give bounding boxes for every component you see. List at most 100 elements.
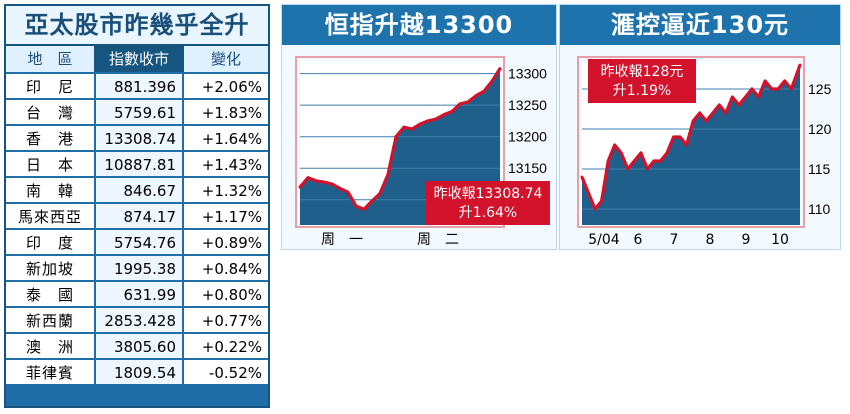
data-point	[626, 167, 630, 171]
annotation-box	[426, 181, 550, 225]
y-tick-label: 13200	[508, 129, 547, 145]
header-close: 指數收市	[96, 46, 184, 72]
close-cell: 10887.81	[96, 152, 184, 176]
data-point	[322, 180, 326, 184]
data-point	[593, 207, 597, 211]
data-point	[362, 207, 366, 211]
data-point	[606, 159, 610, 163]
annotation-box	[588, 59, 696, 103]
data-point	[659, 159, 662, 163]
data-point	[442, 113, 446, 117]
hsi-chart-title: 恒指升越13300	[282, 5, 556, 45]
data-point	[306, 176, 310, 180]
table-header-row: 地 區 指數收市 變化	[6, 46, 268, 72]
data-point	[466, 100, 470, 104]
region-cell: 菲律賓	[6, 360, 96, 384]
data-point	[600, 199, 604, 203]
x-tick-label: 6	[634, 232, 643, 248]
data-point	[619, 151, 623, 155]
data-point	[798, 63, 802, 67]
table-row: 泰 國 631.99 +0.80%	[6, 280, 268, 306]
data-point	[474, 94, 478, 98]
data-point	[580, 175, 584, 179]
data-point	[338, 187, 342, 190]
y-tick-label: 115	[808, 161, 831, 177]
data-point	[789, 87, 793, 91]
change-cell: +0.77%	[184, 308, 268, 332]
table-row: 印 度 5754.76 +0.89%	[6, 228, 268, 254]
x-tick-label: 8	[706, 232, 715, 248]
table-row: 台 灣 5759.61 +1.83%	[6, 98, 268, 124]
change-cell: +2.06%	[184, 74, 268, 98]
data-point	[646, 167, 649, 171]
y-tick-label: 120	[808, 121, 832, 137]
data-point	[298, 185, 302, 189]
x-tick-label: 周 一	[321, 232, 363, 248]
data-point	[587, 191, 590, 195]
close-cell: 846.67	[96, 178, 184, 202]
table-row: 新西蘭 2853.428 +0.77%	[6, 306, 268, 332]
data-point	[370, 199, 374, 203]
table-row: 菲律賓 1809.54 -0.52%	[6, 358, 268, 384]
data-point	[665, 151, 669, 155]
data-point	[652, 159, 656, 163]
asia-markets-table: 亞太股市昨幾乎全升 地 區 指數收市 變化 印 尼 881.396 +2.06% 台 …	[4, 4, 270, 408]
data-point	[330, 182, 334, 186]
data-point	[402, 125, 406, 129]
data-point	[386, 173, 390, 176]
header-region: 地 區	[6, 46, 96, 72]
data-point	[378, 192, 382, 195]
change-cell: -0.52%	[184, 360, 268, 384]
close-cell: 1995.38	[96, 256, 184, 280]
data-point	[757, 95, 760, 99]
close-cell: 5754.76	[96, 230, 184, 254]
data-point	[704, 119, 708, 123]
data-point	[763, 79, 767, 83]
table-title: 亞太股市昨幾乎全升	[6, 6, 268, 46]
series-line	[580, 64, 802, 211]
data-point	[314, 179, 318, 183]
data-point	[498, 67, 502, 70]
area-fill	[582, 65, 800, 225]
data-point	[632, 159, 636, 163]
close-cell: 13308.74	[96, 126, 184, 150]
region-cell: 新西蘭	[6, 308, 96, 332]
x-tick-label: 5/04	[588, 232, 620, 248]
annotation-text: 升1.19%	[613, 83, 671, 99]
hsbc-chart-title: 滙控逼近130元	[560, 5, 840, 45]
data-point	[434, 117, 438, 121]
data-point	[410, 127, 414, 131]
hsi-chart-panel: 恒指升越13300 1310013150132001325013300周 一周 …	[281, 4, 557, 250]
hsi-chart: 1310013150132001325013300周 一周 二昨收報13308.…	[295, 56, 550, 248]
table-row: 南 韓 846.67 +1.32%	[6, 176, 268, 202]
data-point	[717, 103, 721, 107]
change-cell: +1.43%	[184, 152, 268, 176]
change-cell: +1.64%	[184, 126, 268, 150]
region-cell: 台 灣	[6, 100, 96, 124]
change-cell: +1.17%	[184, 204, 268, 228]
change-cell: +0.80%	[184, 282, 268, 306]
data-point	[394, 135, 398, 139]
plot-frame	[577, 56, 805, 228]
region-cell: 印 度	[6, 230, 96, 254]
close-cell: 5759.61	[96, 100, 184, 124]
data-point	[672, 135, 675, 139]
data-point	[698, 111, 702, 115]
data-point	[458, 102, 462, 106]
y-tick-label: 13250	[508, 97, 547, 113]
data-point	[346, 190, 350, 194]
x-tick-label: 周 二	[417, 232, 459, 248]
y-tick-label: 125	[808, 81, 832, 97]
region-cell: 馬來西亞	[6, 204, 96, 228]
header-change: 變化	[184, 46, 268, 72]
hsbc-chart-panel: 滙控逼近130元 110 115 120 125 5/04 6 7 8 9 10 昨收報128元 升1…	[559, 4, 841, 250]
data-point	[639, 151, 643, 155]
data-point	[450, 110, 454, 113]
data-point	[426, 119, 430, 123]
data-point	[613, 143, 617, 147]
annotation-text: 昨收報128元	[601, 64, 684, 80]
data-point	[490, 79, 494, 83]
table-row: 馬來西亞 874.17 +1.17%	[6, 202, 268, 228]
data-point	[731, 95, 734, 99]
